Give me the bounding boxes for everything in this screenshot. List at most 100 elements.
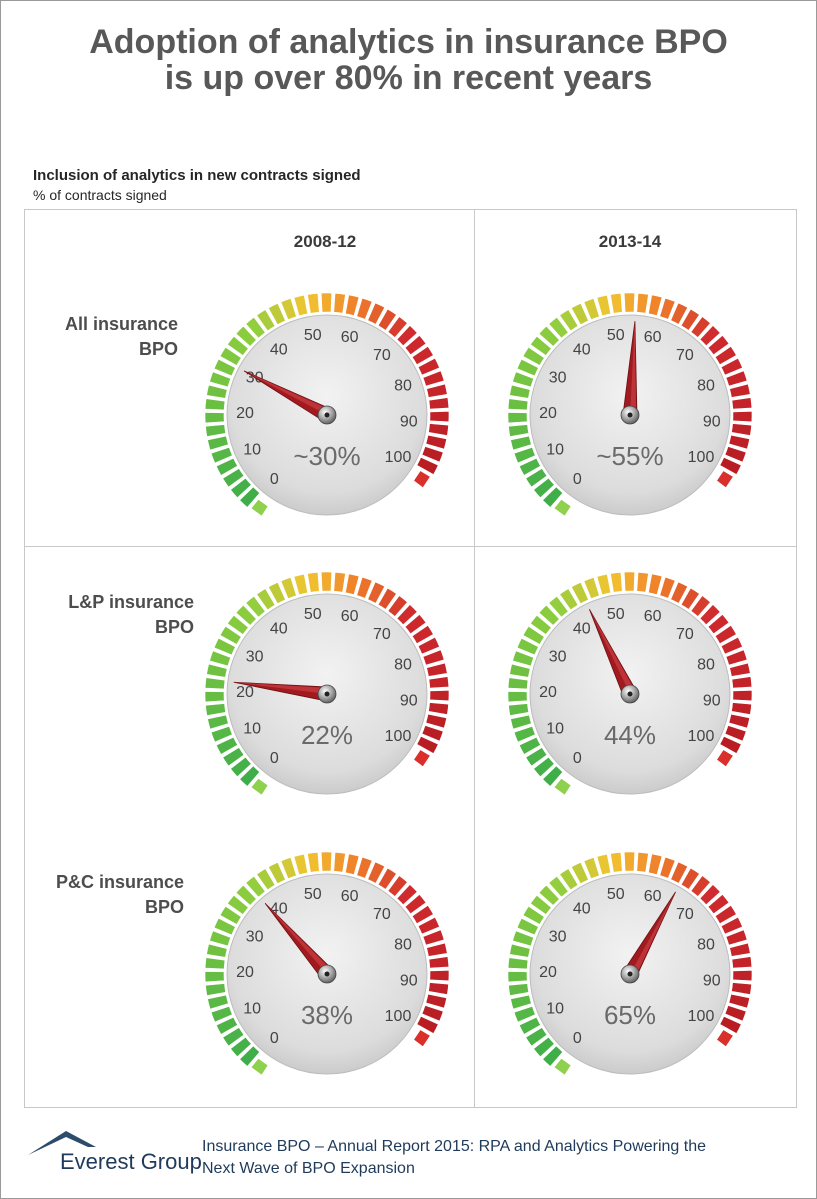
gauge-segment <box>422 370 445 387</box>
gauge-min-cap <box>554 1058 571 1075</box>
gauge-segment <box>507 971 528 983</box>
gauge-segment <box>548 875 569 898</box>
gauge-segment <box>596 294 612 317</box>
gauge-segment <box>512 371 535 388</box>
gauge-segment <box>219 905 242 925</box>
gauge-segment <box>714 625 737 645</box>
gauge-segment <box>280 577 297 600</box>
gauge-segment <box>227 335 249 356</box>
gauge-segment <box>533 756 555 778</box>
tick-label: 90 <box>703 693 721 710</box>
gauge-segment <box>429 690 450 702</box>
gauge-segment <box>426 662 448 677</box>
gauge-segment <box>731 982 752 995</box>
tick-label: 80 <box>697 936 715 953</box>
gauge-segment <box>205 703 226 716</box>
gauge-segment <box>205 424 226 437</box>
gauge-segment <box>648 573 663 595</box>
gauge-segment <box>206 384 228 399</box>
gauge-segment <box>320 292 332 313</box>
gauge-segment <box>404 614 427 635</box>
gauge-segment <box>508 703 529 716</box>
gauge-segment <box>206 943 228 958</box>
gauge-min-cap <box>554 499 571 516</box>
gauge-segment <box>525 1027 548 1047</box>
gauge-segment <box>659 297 676 320</box>
gauge-segment <box>508 983 529 996</box>
row-label-line-2: BPO <box>154 617 194 637</box>
tick-label: 40 <box>270 621 288 638</box>
gauge-segment <box>416 456 439 475</box>
gauge-segment <box>204 398 226 411</box>
footer-line-2: Next Wave of BPO Expansion <box>202 1160 415 1177</box>
gauge-segment <box>307 852 320 873</box>
gauge-segment <box>583 577 600 600</box>
gauge-segment <box>320 851 332 872</box>
gauge-segment <box>724 446 747 463</box>
gauge-segment <box>636 292 649 314</box>
gauge-segment <box>522 625 545 645</box>
gauge-needle-highlight <box>589 609 636 694</box>
gauge-segment <box>256 588 276 611</box>
gauge-segment <box>293 294 309 317</box>
gauge-segment <box>680 867 700 890</box>
gauge-segment <box>729 383 751 398</box>
gauge-segment <box>720 636 743 655</box>
tick-label: 30 <box>549 649 567 666</box>
gauge-segment <box>204 691 225 703</box>
gauge-segment <box>396 604 418 626</box>
tick-label: 70 <box>676 626 694 643</box>
gauge-max-cap <box>717 750 733 767</box>
tick-label: 50 <box>304 606 322 623</box>
gauge-segment <box>571 302 589 326</box>
chart-subtitle: Inclusion of analytics in new contracts … <box>33 167 361 184</box>
gauge-segment <box>209 371 232 388</box>
gauge-segment <box>222 468 245 488</box>
title-line-1: Adoption of analytics in insurance BPO <box>89 23 728 61</box>
tick-label: 0 <box>270 471 279 488</box>
gauge-segment <box>206 663 228 678</box>
gauge-segment <box>731 423 752 436</box>
gauge-segment <box>387 875 408 897</box>
gauge-segment <box>518 736 541 755</box>
tick-label: 10 <box>243 720 261 737</box>
gauge-segment <box>542 1045 564 1067</box>
gauge-segment <box>425 713 447 729</box>
gauge-segment <box>729 662 751 677</box>
gauge-segment <box>307 293 320 314</box>
tick-label: 80 <box>394 377 412 394</box>
gauge-segment <box>680 308 700 331</box>
gauge-segment <box>422 929 445 946</box>
gauge-segment <box>215 736 238 755</box>
gauge-segment <box>507 691 528 703</box>
gauge-segment <box>680 587 700 610</box>
gauge-segment <box>510 714 532 730</box>
gauge-segment <box>333 851 346 873</box>
gauge-min-cap <box>554 778 571 795</box>
gauge-segment <box>416 1015 439 1034</box>
gauge-segment <box>699 884 721 906</box>
row-label-line-2: BPO <box>138 339 178 359</box>
gauge-segment <box>670 581 689 604</box>
gauge-segment <box>205 983 226 996</box>
gauge-segment <box>542 765 564 787</box>
tick-label: 10 <box>243 1000 261 1017</box>
gauge-segment <box>428 423 449 436</box>
gauge-segment <box>509 943 531 958</box>
tick-label: 80 <box>394 936 412 953</box>
tick-label: 100 <box>688 1008 715 1025</box>
gauge-segment <box>509 384 531 399</box>
tick-label: 40 <box>573 901 591 918</box>
tick-label: 60 <box>644 608 662 625</box>
gauge-needle-highlight <box>265 903 332 974</box>
tick-label: 0 <box>573 471 582 488</box>
gauge-segment <box>507 957 529 970</box>
gauge-segment <box>215 1016 238 1035</box>
gauge-segment <box>307 572 320 593</box>
row-label-line-2: BPO <box>144 897 184 917</box>
everest-group-logo: Everest Group <box>28 1131 201 1174</box>
tick-label: 50 <box>607 327 625 344</box>
gauge-segment <box>731 397 753 410</box>
